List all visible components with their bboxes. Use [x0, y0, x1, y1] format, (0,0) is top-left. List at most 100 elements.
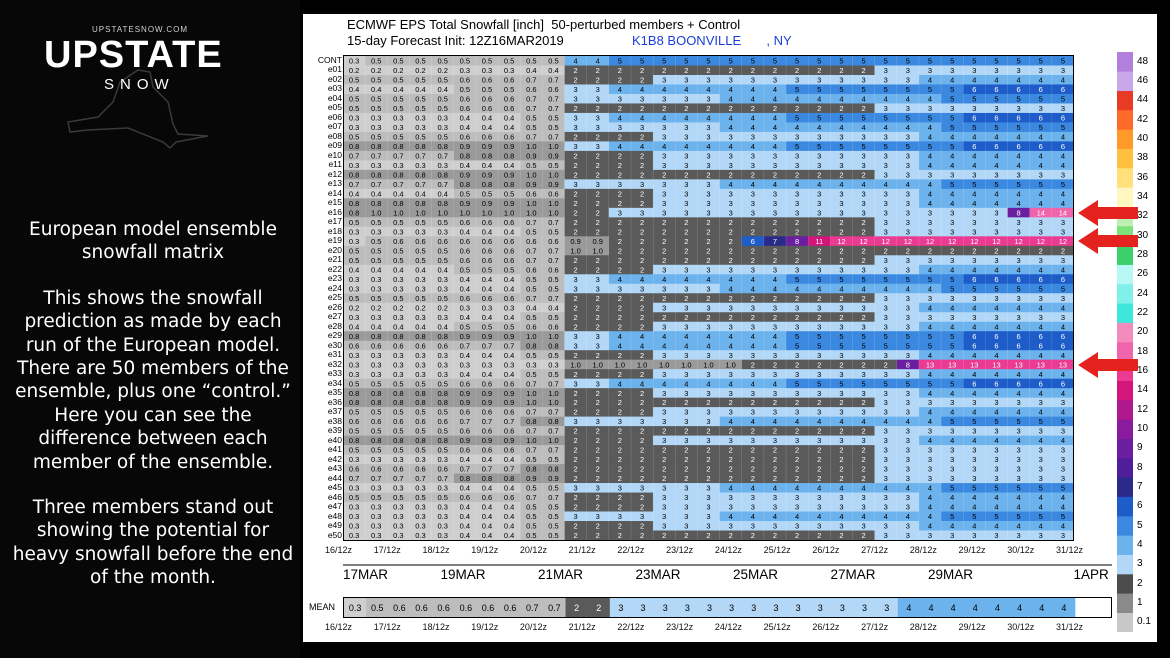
cell-e11-32	[1051, 160, 1074, 171]
cell-label-e06-19: 4	[773, 114, 777, 123]
cell-e07-6	[475, 122, 499, 133]
cell-label-e05-27: 3	[950, 104, 954, 113]
cell-e12-30	[1007, 169, 1030, 180]
cell-label-e07-3: 0.3	[415, 123, 425, 132]
colorbar-tick-label: 12	[1137, 404, 1148, 415]
cell-label-e07-13: 3	[640, 123, 644, 132]
arrow-e19-icon	[1078, 228, 1138, 254]
cell-label-e13-18: 4	[751, 180, 755, 189]
cell-e12-21	[808, 169, 831, 180]
cell-label-e12-31: 3	[1039, 170, 1043, 179]
cell-label-e10-8: 0.9	[526, 151, 536, 160]
cell-e12-11	[586, 169, 610, 180]
cell-label-e11-20: 3	[795, 161, 799, 170]
x-tick-label: 28/12z	[910, 622, 937, 632]
cell-label-e06-9: 0.5	[548, 114, 558, 123]
cell-label-e07-8: 0.5	[526, 123, 536, 132]
cell-label-e10-25: 3	[906, 151, 910, 160]
cell-label-e07-6: 0.4	[482, 123, 492, 132]
cell-label-e05-13: 2	[640, 104, 644, 113]
cell-label-e06-13: 4	[640, 114, 644, 123]
cell-label-e07-10: 3	[574, 123, 578, 132]
cell-e03-16	[697, 84, 720, 95]
cell-e07-15	[675, 122, 698, 133]
cell-e01-30	[1007, 65, 1030, 76]
cell-label-e13-32: 5	[1061, 180, 1065, 189]
cell-label-e07-32: 5	[1061, 123, 1065, 132]
member-label-e32: e32	[305, 359, 342, 369]
cell-label-CONT-28: 5	[972, 57, 976, 66]
x-tick-label: 17/12z	[374, 622, 401, 632]
cell-e12-13	[630, 169, 654, 180]
cell-e01-28	[963, 65, 986, 76]
cell-CONT-12	[608, 56, 632, 66]
cell-label-e08-4: 0.5	[437, 133, 447, 142]
cell-e03-20	[786, 84, 809, 95]
cell-label-e01-16: 2	[706, 66, 710, 75]
cell-e10-2	[387, 150, 410, 161]
cell-e01-17	[719, 65, 743, 76]
member-label-e21: e21	[305, 254, 342, 264]
cell-e06-20	[786, 112, 809, 123]
cell-e02-8	[520, 74, 543, 85]
cell-label-e01-5: 0.3	[460, 66, 470, 75]
cell-label-e01-23: 2	[861, 66, 865, 75]
cell-label-e09-18: 4	[751, 142, 755, 151]
colorbar-segment-10	[1117, 419, 1133, 439]
cell-label-e13-16: 3	[706, 180, 710, 189]
cell-e05-17	[719, 103, 743, 114]
cell-label-CONT-10: 4	[574, 57, 578, 66]
cell-e09-24	[874, 141, 898, 152]
cell-label-e07-24: 4	[884, 123, 888, 132]
colorbar-tick-label: 44	[1137, 94, 1148, 105]
cell-e12-0	[343, 169, 366, 180]
cell-e09-4	[431, 141, 455, 152]
cell-label-CONT-17: 5	[729, 57, 733, 66]
cell-label-e13-29: 5	[994, 180, 998, 189]
chart-init-line: 15-day Forecast Init: 12Z16MAR2019	[347, 33, 564, 48]
cell-label-e04-4: 0.5	[437, 95, 447, 104]
cell-label-e01-2: 0.2	[393, 66, 403, 75]
cell-label-e05-17: 2	[729, 104, 733, 113]
cell-e10-11	[586, 150, 610, 161]
cell-label-e04-24: 4	[884, 95, 888, 104]
cell-e02-12	[608, 74, 632, 85]
cell-label-e08-23: 3	[861, 133, 865, 142]
cell-e03-22	[830, 84, 853, 95]
cell-e06-21	[808, 112, 831, 123]
cell-e11-17	[719, 160, 743, 171]
cell-label-e02-13: 2	[640, 76, 644, 85]
cell-e05-20	[786, 103, 809, 114]
cell-e06-25	[896, 112, 920, 123]
cell-label-e10-32: 4	[1061, 151, 1065, 160]
cell-label-e12-11: 2	[596, 170, 600, 179]
cell-e04-7	[498, 93, 521, 104]
cell-label-CONT-24: 5	[884, 57, 888, 66]
station-label: K1B8 BOONVILLE , NY	[632, 33, 792, 48]
cell-label-e02-23: 3	[861, 76, 865, 85]
cell-e04-1	[365, 93, 388, 104]
cell-e01-13	[630, 65, 654, 76]
cell-CONT-19	[763, 56, 787, 66]
cell-e06-26	[918, 112, 942, 123]
cell-label-e13-21: 4	[817, 180, 821, 189]
cell-e12-1	[365, 169, 388, 180]
cell-e03-8	[520, 84, 543, 95]
cell-label-e05-11: 2	[596, 104, 600, 113]
cell-e05-26	[918, 103, 942, 114]
cell-label-CONT-0: 0.3	[349, 57, 359, 66]
cell-e09-13	[630, 141, 654, 152]
cell-label-e06-28: 6	[972, 114, 976, 123]
cell-label-e11-8: 0.5	[526, 161, 536, 170]
cell-e06-28	[963, 112, 986, 123]
cell-e13-5	[453, 179, 477, 190]
cell-e13-31	[1029, 179, 1053, 190]
cell-label-e07-7: 0.4	[504, 123, 514, 132]
cell-e05-2	[387, 103, 410, 114]
cell-e05-0	[343, 103, 366, 114]
cell-e06-1	[365, 112, 388, 123]
cell-label-e03-32: 6	[1061, 85, 1065, 94]
cell-e03-28	[963, 84, 986, 95]
colorbar-tick-label: 1	[1137, 597, 1143, 608]
cell-e07-30	[1007, 122, 1030, 133]
